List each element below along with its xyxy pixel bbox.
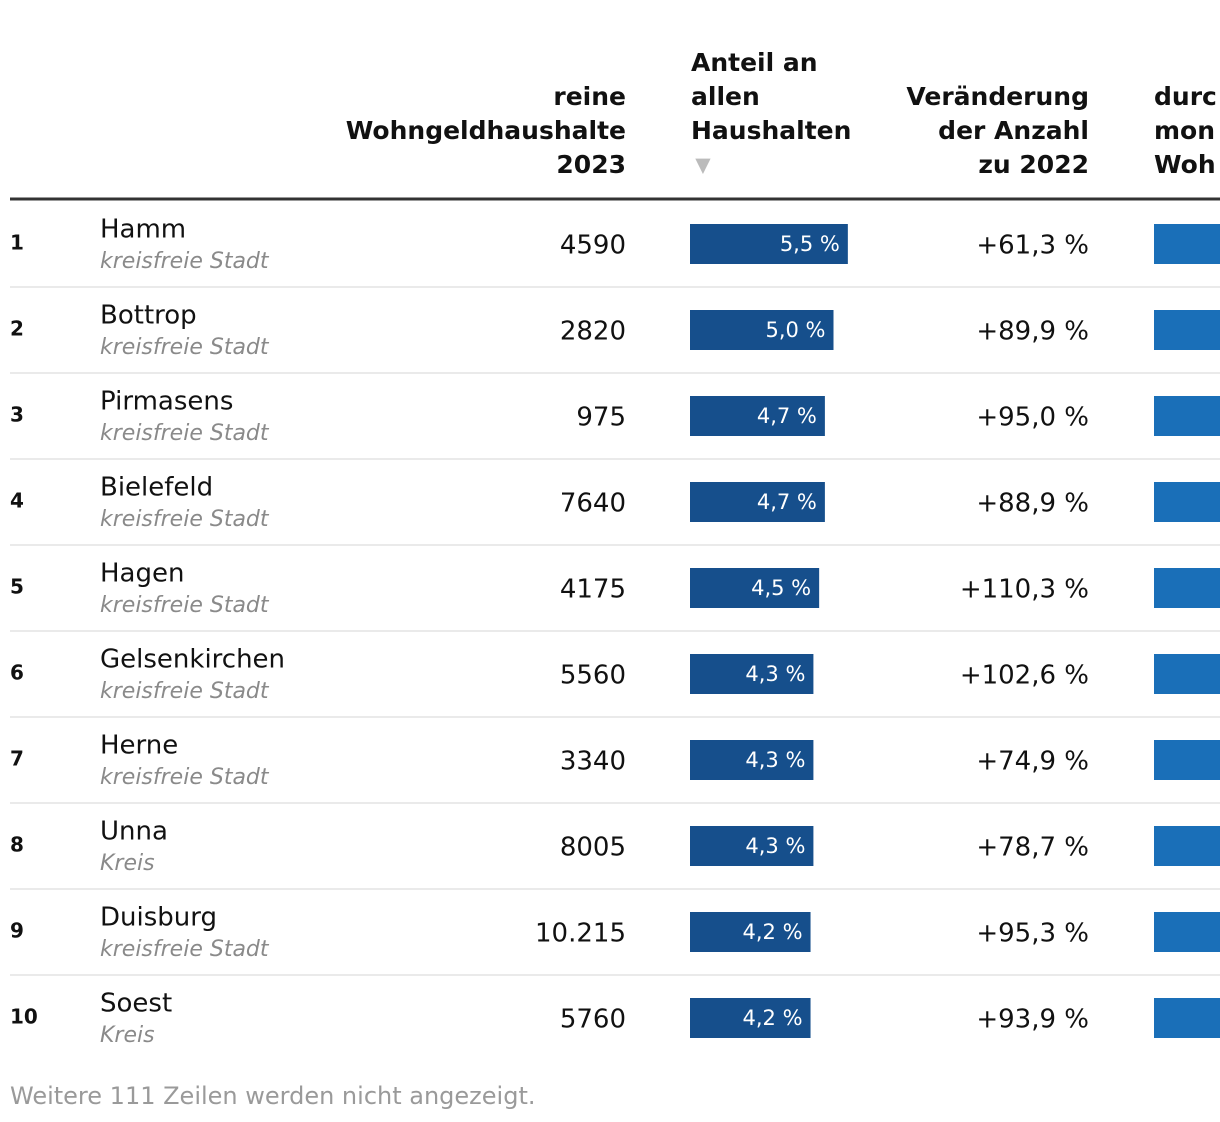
column-header: 2023	[556, 150, 626, 179]
rank: 9	[10, 919, 24, 943]
households: 7640	[560, 489, 626, 519]
share-bar	[690, 568, 820, 608]
region-kind: kreisfreie Stadt	[100, 507, 270, 532]
region-name: Unna	[100, 817, 168, 847]
households: 3340	[560, 747, 626, 777]
column-header: der Anzahl	[938, 116, 1089, 145]
column-header: Veränderung	[906, 82, 1089, 111]
households: 2820	[560, 317, 626, 347]
change: +110,3 %	[960, 575, 1089, 605]
change: +88,9 %	[976, 489, 1089, 519]
region-name: Hamm	[100, 215, 186, 245]
extra-bar	[1154, 826, 1220, 866]
region-name: Gelsenkirchen	[100, 645, 285, 675]
share-label: 4,3 %	[745, 748, 805, 772]
region-kind: kreisfreie Stadt	[100, 937, 270, 962]
share-bar	[690, 482, 825, 522]
share-label: 5,5 %	[780, 232, 840, 256]
extra-bar	[1154, 654, 1220, 694]
share-label: 4,3 %	[745, 834, 805, 858]
region-name: Herne	[100, 731, 178, 761]
extra-bar	[1154, 482, 1220, 522]
region-name: Bottrop	[100, 301, 197, 331]
share-label: 4,2 %	[743, 920, 803, 944]
extra-bar	[1154, 224, 1220, 264]
rank: 4	[10, 489, 24, 513]
change: +95,0 %	[976, 403, 1089, 433]
share-label: 4,5 %	[751, 576, 811, 600]
extra-bar	[1154, 912, 1220, 952]
region-kind: kreisfreie Stadt	[100, 335, 270, 360]
rank: 7	[10, 747, 24, 771]
column-header: Wohngeldhaushalte	[346, 116, 626, 145]
share-bar	[690, 826, 814, 866]
region-kind: kreisfreie Stadt	[100, 765, 270, 790]
rank: 2	[10, 317, 24, 341]
households: 10.215	[535, 919, 626, 949]
column-header: allen	[691, 82, 760, 111]
share-bar	[690, 224, 848, 264]
share-bar	[690, 998, 811, 1038]
region-name: Hagen	[100, 559, 184, 589]
households: 4590	[560, 231, 626, 261]
change: +78,7 %	[976, 833, 1089, 863]
region-name: Bielefeld	[100, 473, 213, 503]
rank: 6	[10, 661, 24, 685]
rank: 5	[10, 575, 24, 599]
extra-bar	[1154, 568, 1220, 608]
change: +95,3 %	[976, 919, 1089, 949]
column-header: zu 2022	[978, 150, 1089, 179]
share-bar	[690, 740, 814, 780]
share-bar	[690, 912, 811, 952]
region-kind: kreisfreie Stadt	[100, 679, 270, 704]
change: +89,9 %	[976, 317, 1089, 347]
share-label: 4,7 %	[757, 404, 817, 428]
households: 8005	[560, 833, 626, 863]
column-header: Haushalten	[691, 116, 851, 145]
share-bar	[690, 654, 814, 694]
share-label: 4,3 %	[745, 662, 805, 686]
share-label: 4,2 %	[743, 1006, 803, 1030]
change: +74,9 %	[976, 747, 1089, 777]
region-kind: kreisfreie Stadt	[100, 249, 270, 274]
region-kind: kreisfreie Stadt	[100, 593, 270, 618]
change: +93,9 %	[976, 1005, 1089, 1035]
rank: 3	[10, 403, 24, 427]
column-header: Anteil an	[691, 48, 818, 77]
rank: 10	[10, 1005, 38, 1029]
extra-bar	[1154, 396, 1220, 436]
column-header: Woh	[1154, 150, 1216, 179]
footer-note: Weitere 111 Zeilen werden nicht angezeig…	[10, 1082, 535, 1110]
share-label: 4,7 %	[757, 490, 817, 514]
column-header: reine	[553, 82, 626, 111]
change: +102,6 %	[960, 661, 1089, 691]
region-name: Duisburg	[100, 903, 217, 933]
extra-bar	[1154, 310, 1220, 350]
share-label: 5,0 %	[765, 318, 825, 342]
change: +61,3 %	[976, 231, 1089, 261]
region-name: Pirmasens	[100, 387, 233, 417]
extra-bar	[1154, 998, 1220, 1038]
region-kind: kreisfreie Stadt	[100, 421, 270, 446]
share-bar	[690, 396, 825, 436]
extra-bar	[1154, 740, 1220, 780]
households: 975	[576, 403, 626, 433]
households: 4175	[560, 575, 626, 605]
rank: 8	[10, 833, 24, 857]
column-header: durc	[1154, 82, 1217, 111]
region-kind: Kreis	[100, 851, 155, 876]
column-header: mon	[1154, 116, 1215, 145]
region-name: Soest	[100, 989, 172, 1019]
households: 5760	[560, 1005, 626, 1035]
rank: 1	[10, 231, 24, 255]
sort-indicator[interactable]: ▼	[695, 153, 711, 177]
share-bar	[690, 310, 834, 350]
households: 5560	[560, 661, 626, 691]
region-kind: Kreis	[100, 1023, 155, 1048]
